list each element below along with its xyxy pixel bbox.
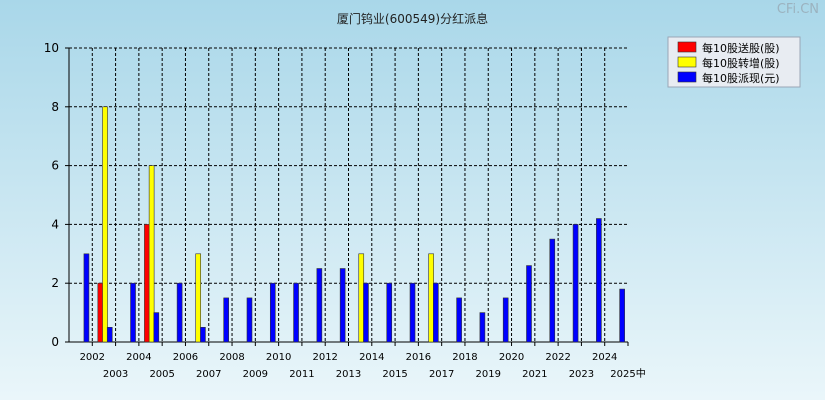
bar-transfer (195, 253, 202, 343)
legend-swatch (677, 41, 697, 53)
legend-swatch (677, 71, 697, 83)
bar-transfer (428, 253, 434, 343)
x-tick-label: 2012 (312, 352, 337, 363)
bar-transfer (358, 253, 365, 343)
bar-cash (153, 312, 160, 343)
bar-cash (83, 253, 90, 343)
x-tick-label: 2005 (149, 369, 174, 380)
legend-label: 每10股派现(元) (702, 71, 780, 85)
legend-label: 每10股转增(股) (702, 56, 780, 70)
y-tick-label: 8 (51, 100, 59, 114)
bar-cash (386, 282, 393, 343)
bar-bonus (97, 282, 104, 343)
x-tick-label: 2019 (476, 369, 501, 380)
bar-cash (619, 288, 625, 343)
y-tick-label: 4 (51, 217, 59, 231)
x-tick-label: 2008 (219, 352, 244, 363)
y-tick-label: 0 (51, 335, 59, 349)
bar-cash (363, 282, 369, 343)
x-tick-label: 2024 (592, 352, 617, 363)
x-tick-label: 2011 (289, 369, 314, 380)
x-tick-label: 2022 (545, 352, 570, 363)
x-tick-label: 2020 (499, 352, 524, 363)
bar-cash (316, 268, 323, 343)
bar-cash (246, 297, 253, 343)
bar-cash (526, 265, 532, 343)
x-tick-label: 2006 (173, 352, 198, 363)
bar-cash (269, 282, 276, 343)
x-tick-label: 2013 (336, 369, 361, 380)
bar-bonus (144, 224, 150, 343)
x-tick-label: 2010 (266, 352, 291, 363)
x-tick-label: 2003 (103, 369, 128, 380)
watermark: CFi.CN (776, 2, 819, 17)
bar-cash (596, 218, 602, 343)
bar-cash (106, 326, 113, 343)
x-tick-label: 2004 (126, 352, 151, 363)
bar-cash (293, 282, 299, 343)
y-tick-label: 6 (51, 159, 59, 173)
x-tick-label: 2014 (359, 352, 384, 363)
bar-cash (176, 282, 183, 343)
chart-title: 厦门钨业(600549)分红派息 (336, 12, 489, 26)
bar-transfer (102, 106, 108, 343)
x-tick-label: 2009 (243, 369, 268, 380)
x-tick-label: 2023 (569, 369, 594, 380)
x-tick-label: 2007 (196, 369, 221, 380)
bar-cash (433, 282, 439, 343)
x-tick-label: 2018 (452, 352, 477, 363)
y-tick-label: 2 (51, 276, 59, 290)
legend-swatch (677, 56, 697, 68)
bar-cash (409, 282, 416, 343)
x-tick-label: 2016 (406, 352, 431, 363)
x-tick-label: 2015 (382, 369, 407, 380)
bar-cash (479, 312, 486, 343)
x-tick-label: 2002 (80, 352, 105, 363)
bar-transfer (148, 165, 155, 343)
bar-cash (502, 297, 509, 343)
x-tick-label: 2017 (429, 369, 454, 380)
y-tick-label: 10 (44, 41, 59, 55)
bar-cash (130, 282, 136, 343)
bar-cash (339, 268, 346, 343)
bar-cash (572, 224, 579, 343)
x-tick-label: 2025中 (610, 367, 645, 380)
x-tick-label: 2021 (522, 369, 547, 380)
bar-cash (200, 326, 206, 343)
legend-label: 每10股送股(股) (702, 41, 780, 55)
bar-cash (549, 238, 556, 343)
bar-cash (456, 297, 462, 343)
bar-cash (223, 297, 229, 343)
